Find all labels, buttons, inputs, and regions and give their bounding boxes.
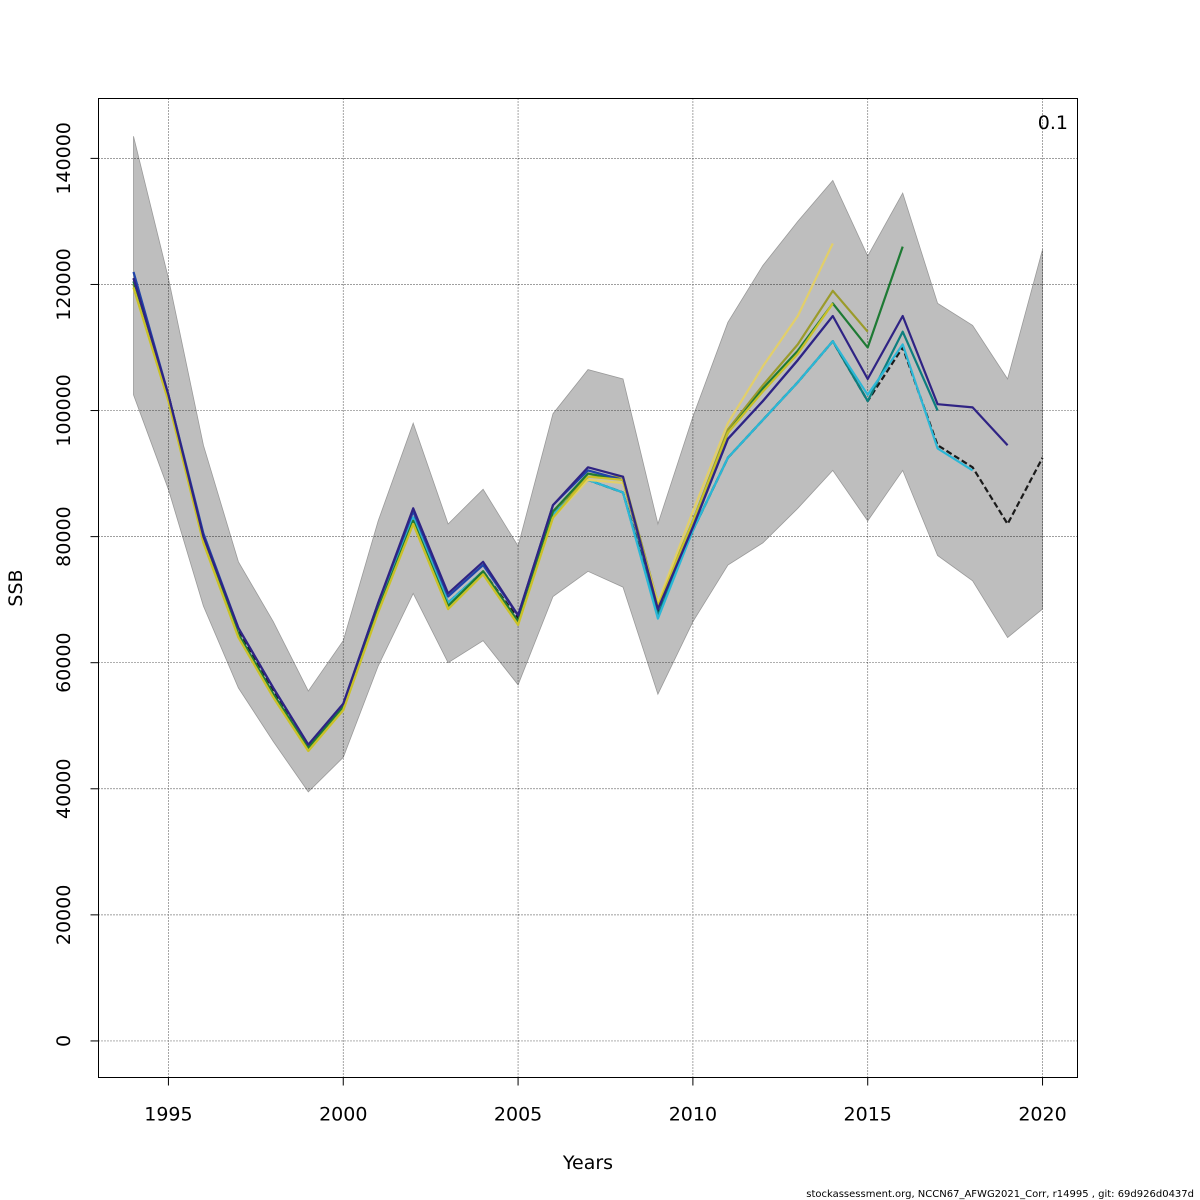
series-layer bbox=[132, 243, 1044, 753]
grid-layer bbox=[98, 98, 1078, 1078]
series-line bbox=[132, 287, 834, 753]
y-tick-label: 80000 bbox=[53, 506, 75, 566]
x-tick-label: 2020 bbox=[1018, 1104, 1066, 1126]
y-tick-label: 100000 bbox=[53, 374, 75, 447]
footer-credit: stockassessment.org, NCCN67_AFWG2021_Cor… bbox=[806, 1189, 1194, 1200]
y-tick-label: 0 bbox=[53, 1035, 75, 1047]
corner-label: 0.1 bbox=[1038, 112, 1068, 134]
y-tick-label: 60000 bbox=[53, 632, 75, 692]
x-tick-label: 1995 bbox=[144, 1104, 192, 1126]
plot-frame bbox=[98, 98, 1078, 1078]
y-tick-label: 140000 bbox=[53, 122, 75, 195]
series-line bbox=[132, 277, 1009, 746]
x-axis: 1995 2000 2005 2010 2015 2020 bbox=[144, 1077, 1067, 1126]
y-tick-label: 20000 bbox=[53, 885, 75, 945]
y-axis: 0 20000 40000 60000 80000 100000 120000 140000 bbox=[53, 122, 99, 1047]
y-axis-title: SSB bbox=[5, 569, 27, 606]
x-tick-label: 2015 bbox=[844, 1104, 892, 1126]
x-tick-label: 2005 bbox=[494, 1104, 542, 1126]
x-tick-label: 2000 bbox=[319, 1104, 367, 1126]
x-tick-label: 2010 bbox=[669, 1104, 717, 1126]
y-tick-label: 120000 bbox=[53, 248, 75, 321]
y-tick-label: 40000 bbox=[53, 759, 75, 819]
x-axis-title: Years bbox=[562, 1152, 613, 1174]
